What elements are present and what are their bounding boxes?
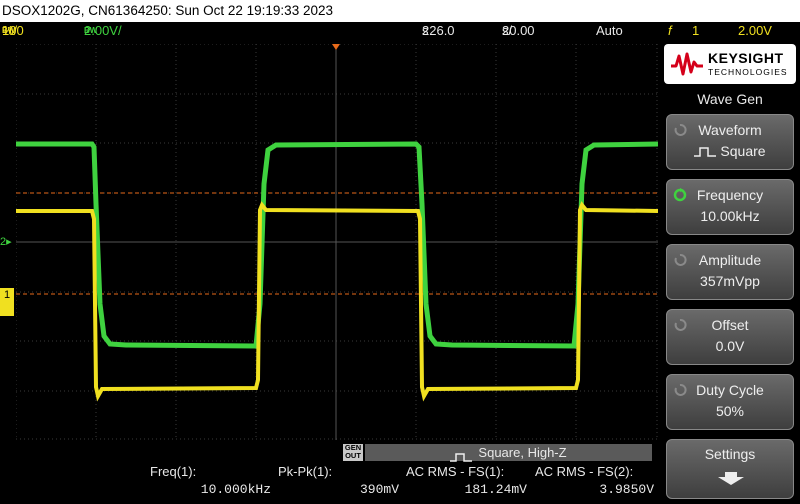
trigger-edge-icon: f <box>668 23 672 38</box>
softkey-waveform[interactable]: Waveform Square <box>666 114 794 170</box>
trigger-mode[interactable]: Auto <box>596 23 623 38</box>
window-title: DSOX1202G, CN61364250: Sun Oct 22 19:19:… <box>0 0 800 22</box>
ch2-scale: 2.00V/ <box>84 23 122 38</box>
ch2-marker-label: 2 <box>0 236 7 248</box>
trigger-level[interactable]: 2.00V <box>738 23 772 38</box>
measurement-freq[interactable]: Freq(1): 10.000kHz <box>150 464 271 497</box>
measurement-pkpk[interactable]: Pk-Pk(1): 390mV <box>278 464 399 497</box>
softkey-settings[interactable]: Settings <box>666 439 794 499</box>
square-wave-icon <box>450 449 473 462</box>
center-axis-ticks <box>16 44 658 440</box>
ch1-scale-unit: %/ <box>2 23 18 38</box>
rotate-knob-icon <box>674 253 687 266</box>
cursor-lines <box>16 192 658 295</box>
ch1-marker-label: 1 <box>3 289 11 301</box>
softkey-duty-cycle[interactable]: Duty Cycle 50% <box>666 374 794 430</box>
arrow-right-icon: ▸ <box>6 236 12 248</box>
softkey-amplitude[interactable]: Amplitude 357mVpp <box>666 244 794 300</box>
wavegen-status: Square, High-Z <box>365 444 652 462</box>
ch1-scale: 100 <box>2 23 24 38</box>
ch1-waveform <box>16 201 659 402</box>
rotate-knob-icon <box>673 188 687 202</box>
trigger-position-marker <box>332 44 340 50</box>
rotate-knob-icon <box>674 318 687 331</box>
ch2-waveform <box>16 141 659 349</box>
gen-out-indicator: GEN OUT <box>343 443 363 461</box>
status-bar: BW 100 %/ BW 2.00V/ 226.0 s 20.00 s/ Auto f… <box>0 22 800 40</box>
measurement-acrms-1[interactable]: AC RMS - FS(1): 181.24mV <box>406 464 527 497</box>
ch2-ground-marker[interactable]: 2▸ <box>0 236 14 248</box>
graticule-svg <box>15 43 659 440</box>
measurement-acrms-2[interactable]: AC RMS - FS(2): 3.9850V <box>535 464 654 497</box>
trigger-channel: 1 <box>692 23 700 38</box>
waveform-display[interactable] <box>15 43 659 440</box>
keysight-logo: KEYSIGHT TECHNOLOGIES <box>664 44 796 84</box>
ch1-bandwidth-limit: BW <box>2 26 16 35</box>
menu-title: Wave Gen <box>697 91 763 107</box>
softkey-offset[interactable]: Offset 0.0V <box>666 309 794 365</box>
softkey-frequency[interactable]: Frequency 10.00kHz <box>666 179 794 235</box>
keysight-wave-icon <box>671 52 703 76</box>
ch2-bandwidth-limit: BW <box>84 26 98 35</box>
submenu-arrow-icon <box>718 472 744 485</box>
ch1-ground-marker[interactable]: 1 <box>0 288 14 316</box>
rotate-knob-icon <box>674 383 687 396</box>
square-wave-icon <box>694 147 717 158</box>
rotate-knob-icon <box>674 123 687 136</box>
